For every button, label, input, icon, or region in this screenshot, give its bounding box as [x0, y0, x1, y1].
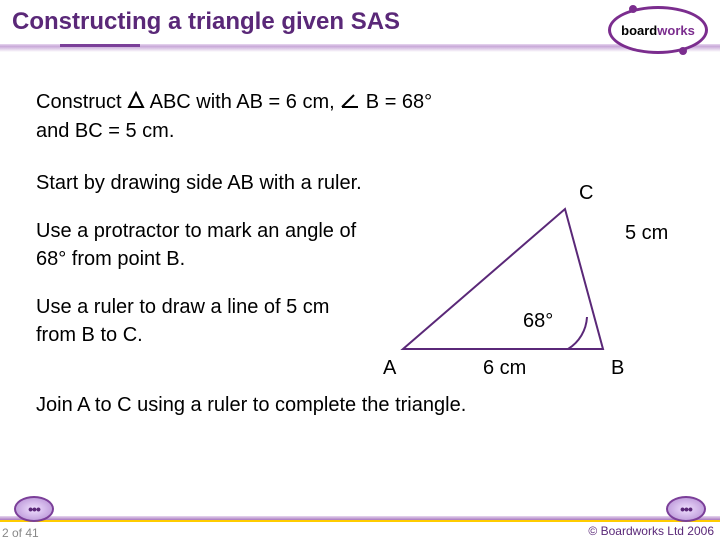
angle-b-label: 68°: [523, 310, 553, 332]
vertex-a-label: A: [383, 357, 397, 379]
vertex-b-label: B: [611, 357, 624, 379]
problem-line2: and BC = 5 cm.: [36, 120, 174, 142]
problem-prefix: Construct: [36, 91, 127, 113]
vertex-c-label: C: [579, 182, 593, 204]
copyright-text: © Boardworks Ltd 2006: [588, 524, 714, 538]
problem-angle: B = 68°: [366, 91, 432, 113]
brand-logo: boardworks: [608, 6, 708, 54]
logo-dot-icon: [679, 47, 687, 55]
step-2: Use a protractor to mark an angle of 68°…: [36, 217, 373, 273]
step-4: Join A to C using a ruler to complete th…: [36, 391, 684, 419]
logo-text-works: works: [657, 23, 695, 38]
angle-symbol-icon: [340, 89, 360, 117]
logo-dot-icon: [629, 5, 637, 13]
triangle-path: [403, 209, 603, 349]
footer-divider: [0, 516, 720, 522]
step-1: Start by drawing side AB with a ruler.: [36, 169, 373, 197]
step-3: Use a ruler to draw a line of 5 cm from …: [36, 293, 373, 349]
page-indicator: 2 of 41: [2, 526, 39, 540]
triangle-symbol-icon: [127, 89, 145, 117]
slide-title: Constructing a triangle given SAS: [12, 8, 708, 36]
logo-text-board: board: [621, 23, 657, 38]
side-ab-label: 6 cm: [483, 357, 526, 379]
problem-triangle: ABC with AB = 6 cm,: [150, 91, 341, 113]
side-bc-label: 5 cm: [625, 222, 668, 244]
triangle-diagram: C 5 cm 68° A 6 cm B: [383, 169, 693, 379]
header-accent: [60, 44, 140, 47]
angle-arc: [568, 317, 587, 349]
problem-statement: Construct ABC with AB = 6 cm, B = 68° an…: [36, 88, 684, 145]
prev-slide-button[interactable]: •••: [14, 496, 54, 522]
next-slide-button[interactable]: •••: [666, 496, 706, 522]
